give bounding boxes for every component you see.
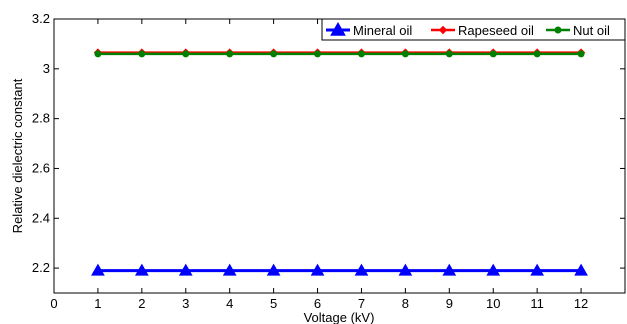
x-tick-label: 2: [138, 296, 145, 311]
data-point: [270, 50, 278, 58]
data-point: [398, 263, 413, 276]
x-tick-label: 9: [446, 296, 453, 311]
x-tick-label: 7: [358, 296, 365, 311]
y-axis: 2.2 2.4 2.6 2.8 3 3.2: [32, 11, 625, 275]
legend-entry: Mineral oil: [326, 21, 412, 38]
x-tick-label: 3: [182, 296, 189, 311]
series-mineral-oil: [91, 263, 588, 276]
series-layer: [91, 48, 588, 276]
x-tick-label: 10: [486, 296, 500, 311]
plot-background: [54, 19, 625, 293]
x-axis-title: Voltage (kV): [304, 310, 375, 324]
x-tick-label: 5: [270, 296, 277, 311]
x-tick-label: 8: [402, 296, 409, 311]
data-point: [530, 263, 545, 276]
data-point: [266, 263, 281, 276]
data-point: [401, 50, 409, 58]
data-point: [226, 50, 234, 58]
y-tick-label: 2.8: [32, 111, 50, 126]
data-point: [138, 50, 146, 58]
y-tick-label: 3.2: [32, 11, 50, 26]
data-point: [442, 263, 457, 276]
data-point: [134, 263, 149, 276]
data-point: [533, 50, 541, 58]
legend-swatch-marker: [330, 21, 346, 36]
data-point: [577, 50, 585, 58]
data-point: [310, 263, 325, 276]
legend-label: Rapeseed oil: [458, 23, 534, 38]
data-point: [222, 263, 237, 276]
legend-entry: Rapeseed oil: [431, 23, 534, 38]
data-point: [314, 50, 322, 58]
legend-swatch-marker: [554, 26, 562, 34]
y-tick-label: 2.6: [32, 160, 50, 175]
data-point: [574, 263, 588, 276]
series-nut-oil: [94, 50, 585, 58]
legend-entry: Nut oil: [546, 23, 610, 38]
x-tick-label: 12: [574, 296, 588, 311]
data-point: [94, 50, 102, 58]
x-tick-label: 1: [94, 296, 101, 311]
legend-swatch-marker: [438, 25, 448, 35]
data-point: [445, 50, 453, 58]
y-tick-label: 2.2: [32, 260, 50, 275]
legend-label: Mineral oil: [353, 23, 412, 38]
legend-label: Nut oil: [573, 23, 610, 38]
x-tick-label: 4: [226, 296, 233, 311]
data-point: [489, 50, 497, 58]
y-tick-label: 2.4: [32, 210, 50, 225]
legend-box: [321, 18, 626, 41]
data-point: [182, 50, 190, 58]
legend: Mineral oil Rapeseed oil Nut oil: [321, 18, 626, 41]
data-point: [91, 263, 105, 276]
y-tick-label: 3: [43, 61, 50, 76]
y-axis-title: Relative dielectric constant: [10, 78, 25, 233]
data-point: [178, 263, 193, 276]
x-tick-label: 6: [314, 296, 321, 311]
x-tick-label: 11: [530, 296, 544, 311]
data-point: [486, 263, 501, 276]
data-point: [357, 50, 365, 58]
x-tick-label: 0: [50, 296, 57, 311]
data-point: [354, 263, 369, 276]
